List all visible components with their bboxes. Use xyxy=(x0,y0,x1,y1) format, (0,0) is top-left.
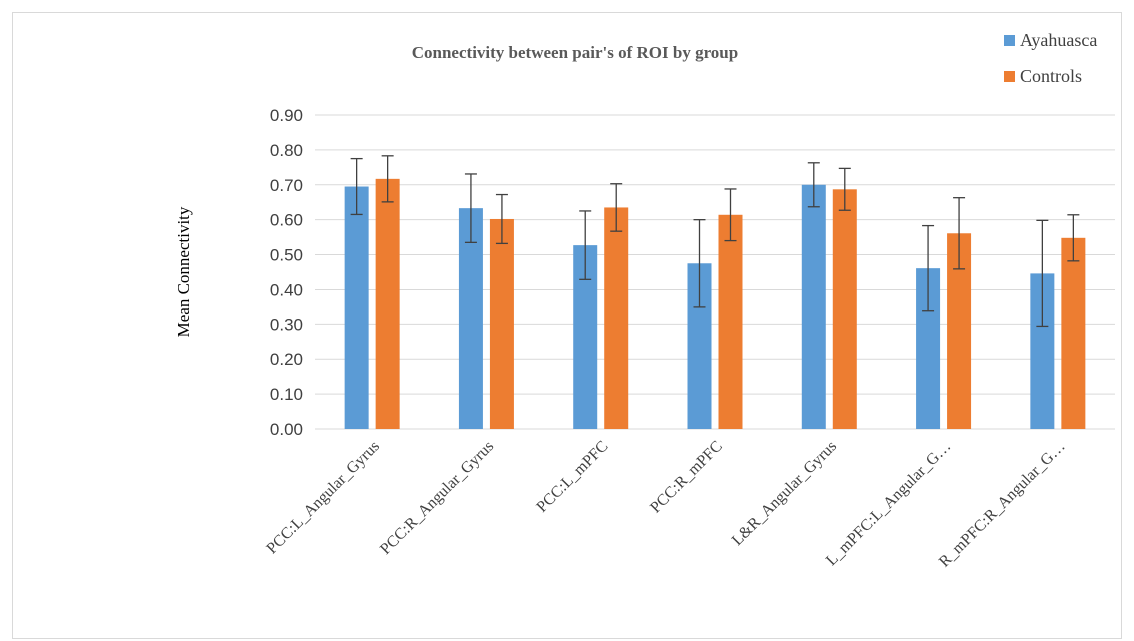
error-bars xyxy=(350,155,1080,328)
bar-controls xyxy=(489,218,514,429)
x-tick-label: PCC:L_Angular_Gyrus xyxy=(263,438,383,558)
y-axis-label: Mean Connectivity xyxy=(174,206,193,337)
y-tick-label: 0.30 xyxy=(270,315,303,334)
y-tick-label: 0.40 xyxy=(270,280,303,299)
bar-controls xyxy=(718,214,743,429)
bar-ayahuasca xyxy=(801,184,826,429)
y-tick-labels: 0.00 0.10 0.20 0.30 0.40 0.50 0.60 0.70 0.80 0.90 xyxy=(270,106,303,439)
legend-swatch-ayahuasca xyxy=(1004,35,1015,46)
bar-controls xyxy=(604,207,629,429)
legend: Ayahuasca Controls xyxy=(1004,30,1097,86)
x-tick-label: L_mPFC:L_Angular_G… xyxy=(823,438,954,569)
chart-title: Connectivity between pair's of ROI by gr… xyxy=(412,43,738,62)
y-tick-label: 0.60 xyxy=(270,211,303,230)
legend-swatch-controls xyxy=(1004,71,1015,82)
bar-controls xyxy=(1061,237,1086,429)
bars xyxy=(344,178,1086,429)
x-tick-label: R_mPFC:R_Angular_G… xyxy=(936,438,1069,571)
y-tick-label: 0.20 xyxy=(270,350,303,369)
y-tick-label: 0.00 xyxy=(270,420,303,439)
grid-lines xyxy=(315,114,1115,430)
y-tick-label: 0.10 xyxy=(270,385,303,404)
legend-label-ayahuasca: Ayahuasca xyxy=(1020,30,1097,50)
x-tick-label: PCC:R_Angular_Gyrus xyxy=(377,438,497,558)
bar-ayahuasca xyxy=(344,186,369,429)
y-tick-label: 0.80 xyxy=(270,141,303,160)
x-tick-label: L&R_Angular_Gyrus xyxy=(729,438,840,549)
x-tick-label: PCC:R_mPFC xyxy=(647,438,726,517)
bar-controls xyxy=(832,189,857,429)
y-tick-label: 0.50 xyxy=(270,246,303,265)
y-tick-label: 0.70 xyxy=(270,176,303,195)
x-tick-label: PCC:L_mPFC xyxy=(533,438,611,516)
y-tick-label: 0.90 xyxy=(270,106,303,125)
bar-ayahuasca xyxy=(458,208,483,429)
legend-label-controls: Controls xyxy=(1020,66,1082,86)
bar-controls xyxy=(375,178,400,429)
